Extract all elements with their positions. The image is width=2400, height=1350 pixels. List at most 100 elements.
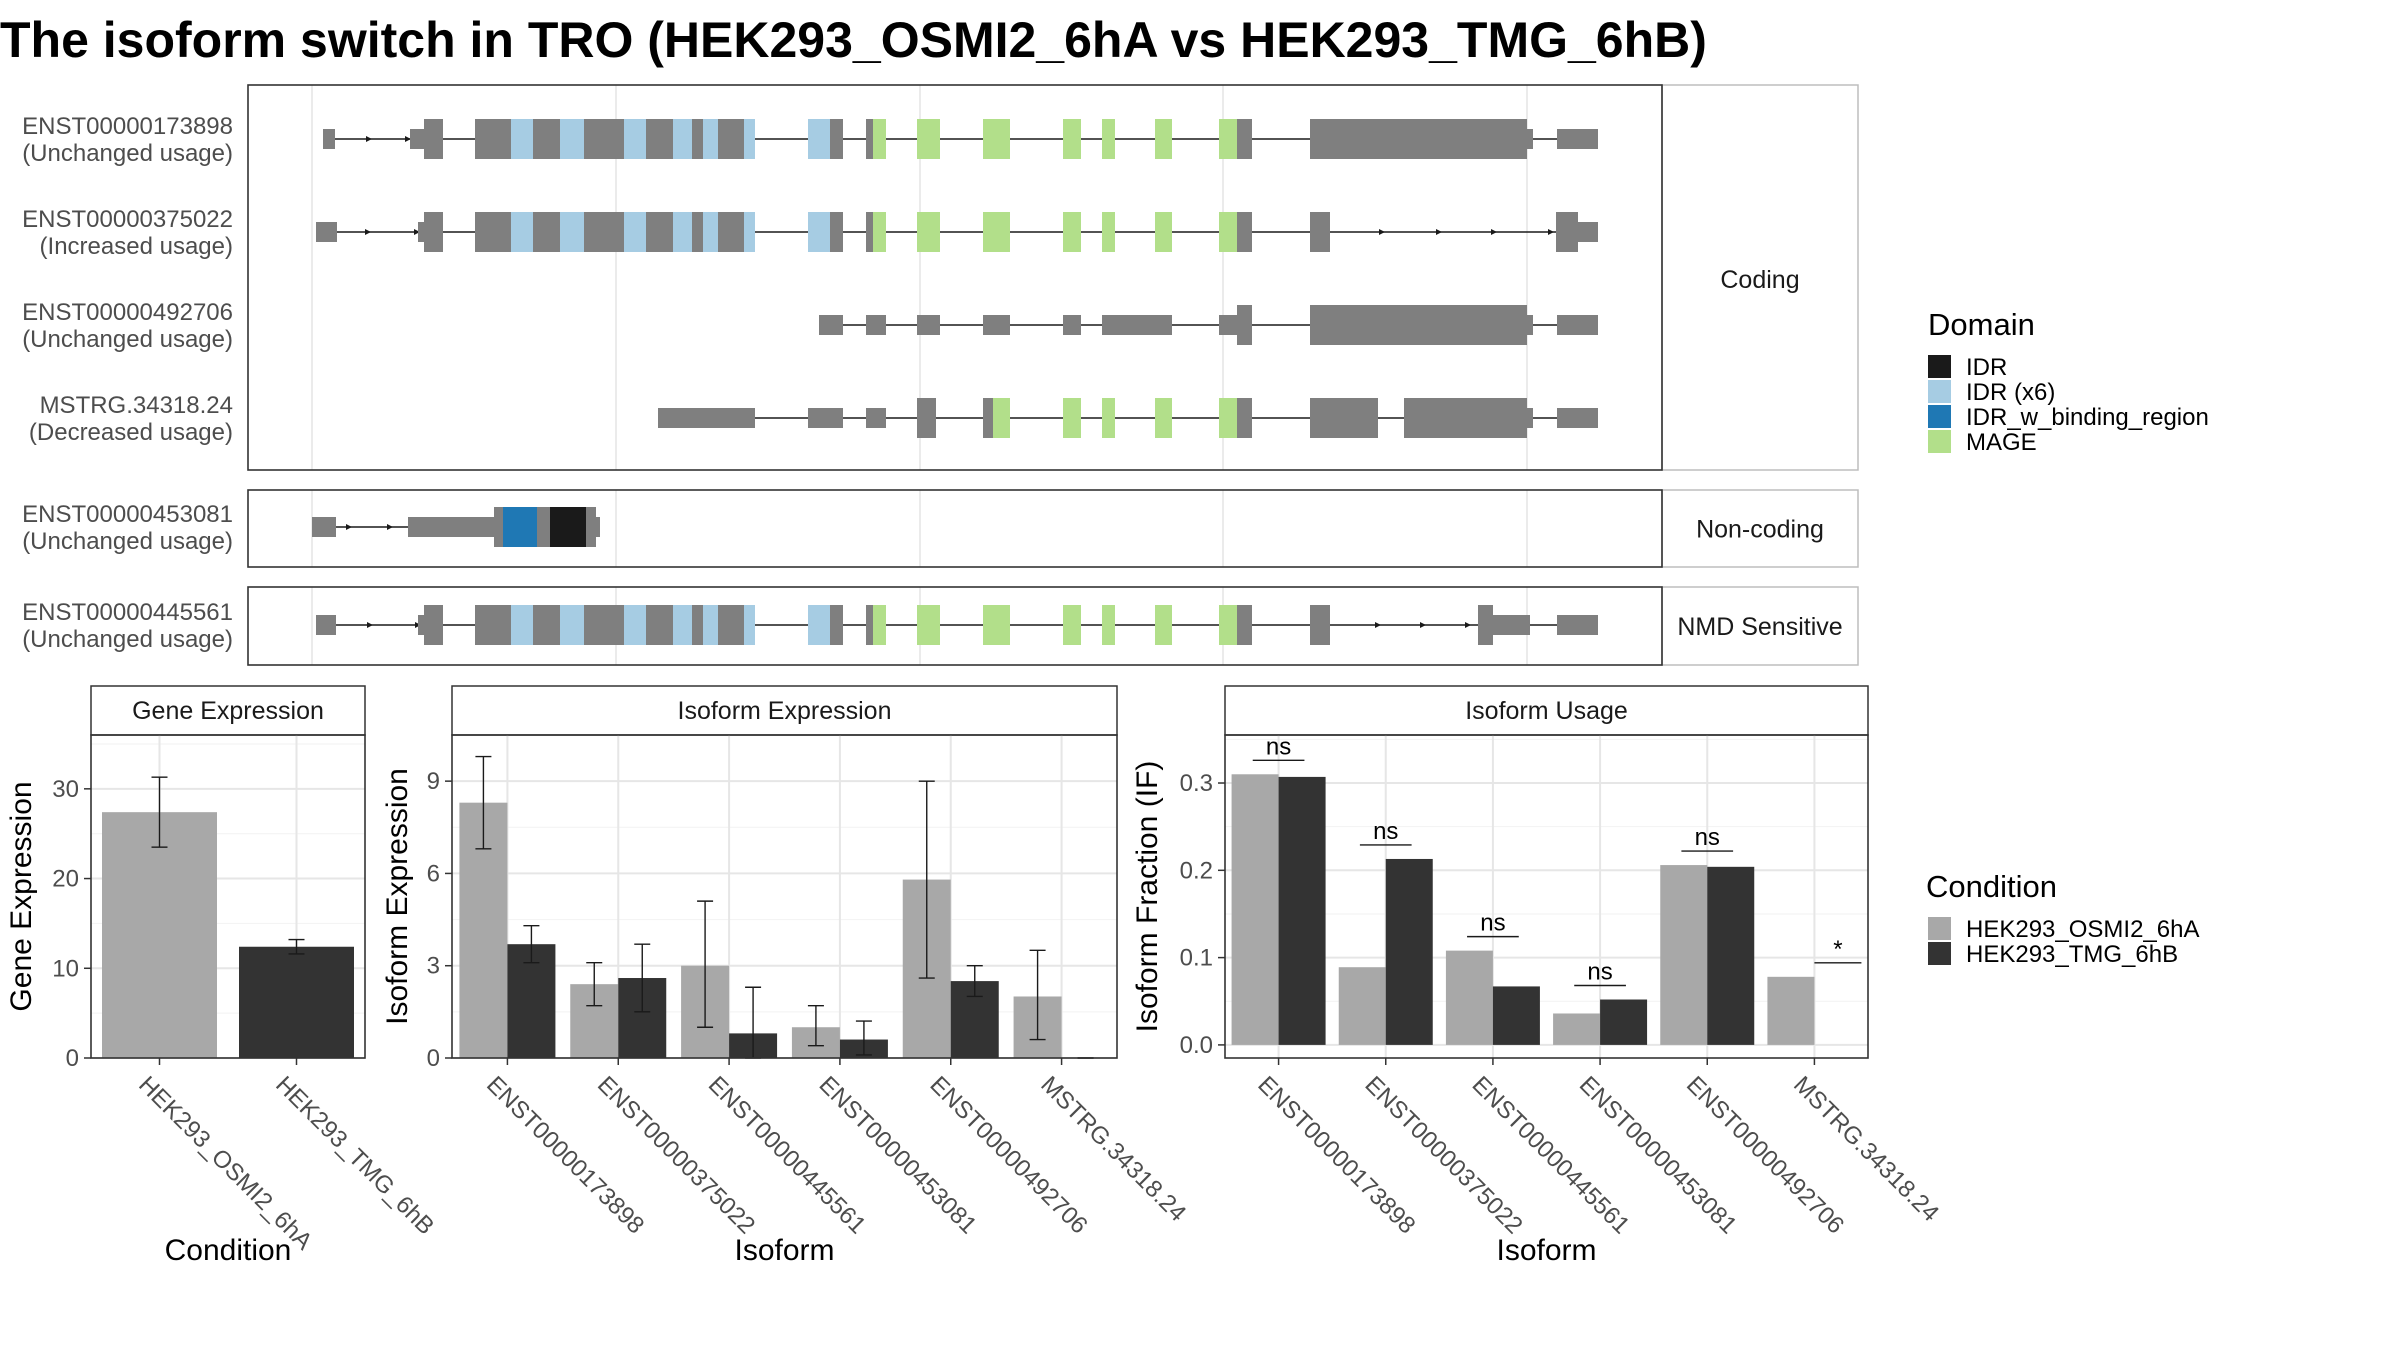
intron-direction-arrow xyxy=(367,622,373,628)
y-tick-label: 3 xyxy=(427,953,440,980)
intron-direction-arrow xyxy=(346,524,352,530)
exon-block xyxy=(744,212,755,252)
transcript-usage-label: (Decreased usage) xyxy=(29,419,233,446)
condition-legend-swatch xyxy=(1928,942,1951,965)
structure-panel-bg xyxy=(248,587,1662,665)
intron-direction-arrow xyxy=(405,136,411,142)
exon-block xyxy=(873,605,886,645)
structure-group-label: NMD Sensitive xyxy=(1677,613,1842,641)
exon-block xyxy=(1063,315,1081,335)
exon-block xyxy=(646,605,673,645)
exon-block xyxy=(1102,605,1115,645)
exon-block xyxy=(624,605,646,645)
significance-label: ns xyxy=(1480,910,1505,937)
exon-block xyxy=(1557,315,1598,335)
exon-block xyxy=(586,507,596,547)
transcript-id-label: ENST00000173898 xyxy=(22,113,233,140)
intron-direction-arrow xyxy=(366,136,372,142)
bar xyxy=(1660,865,1708,1045)
intron-direction-arrow xyxy=(365,229,371,235)
exon-block xyxy=(1219,398,1237,438)
exon-block xyxy=(1237,119,1252,159)
exon-block xyxy=(624,119,646,159)
exon-block xyxy=(1219,315,1237,335)
exon-block xyxy=(323,129,335,149)
exon-block xyxy=(830,119,843,159)
chart-panel-border xyxy=(90,734,366,1059)
chart-panel-border xyxy=(1224,734,1869,1059)
exon-block xyxy=(560,119,584,159)
bar xyxy=(1231,774,1279,1045)
figure-title: The isoform switch in TRO (HEK293_OSMI2_… xyxy=(0,12,1707,68)
y-tick-label: 9 xyxy=(427,768,440,795)
domain-legend-label: IDR xyxy=(1966,354,2007,381)
exon-block xyxy=(1063,605,1081,645)
exon-block xyxy=(819,315,843,335)
intron-direction-arrow xyxy=(1379,229,1385,235)
exon-block xyxy=(475,605,511,645)
exon-block xyxy=(584,212,624,252)
exon-block xyxy=(560,212,584,252)
exon-block xyxy=(830,212,843,252)
transcript-usage-label: (Unchanged usage) xyxy=(22,326,233,353)
bar xyxy=(1600,999,1648,1045)
exon-block xyxy=(866,212,873,252)
exon-block xyxy=(658,408,755,428)
exon-block xyxy=(1310,398,1378,438)
exon-block xyxy=(316,615,336,635)
exon-block xyxy=(511,119,533,159)
exon-block xyxy=(808,212,830,252)
chart-panel-border xyxy=(451,734,1118,1059)
gene-expression-chart: Gene Expression0102030HEK293_OSMI2_6hAHE… xyxy=(5,685,439,1267)
exon-block xyxy=(418,222,424,242)
domain-legend-label: IDR (x6) xyxy=(1966,379,2055,406)
y-tick-label: 0.3 xyxy=(1180,770,1213,797)
exon-block xyxy=(983,605,1010,645)
exon-block xyxy=(1155,212,1172,252)
exon-block xyxy=(511,605,533,645)
intron-direction-arrow xyxy=(1436,229,1442,235)
domain-legend-swatch xyxy=(1928,430,1951,453)
exon-block xyxy=(718,119,744,159)
exon-block xyxy=(1310,212,1330,252)
transcript-id-label: ENST00000375022 xyxy=(22,206,233,233)
exon-block xyxy=(1237,398,1252,438)
exon-block xyxy=(718,212,744,252)
exon-block xyxy=(533,119,560,159)
exon-block xyxy=(866,315,886,335)
exon-block xyxy=(744,119,755,159)
domain-legend-title: Domain xyxy=(1928,307,2035,342)
exon-block xyxy=(1527,129,1533,149)
exon-block xyxy=(511,212,533,252)
exon-block xyxy=(1237,605,1252,645)
exon-block xyxy=(1063,212,1081,252)
exon-block xyxy=(1310,119,1527,159)
exon-block xyxy=(673,212,692,252)
bar xyxy=(1338,967,1386,1045)
exon-block xyxy=(808,408,843,428)
intron-direction-arrow xyxy=(1420,622,1426,628)
exon-block xyxy=(983,398,993,438)
exon-block xyxy=(808,605,830,645)
exon-block xyxy=(983,119,1010,159)
exon-block xyxy=(1155,119,1172,159)
y-tick-label: 6 xyxy=(427,860,440,887)
exon-block xyxy=(410,129,424,149)
exon-block xyxy=(1219,119,1237,159)
exon-block xyxy=(424,212,443,252)
condition-legend-label: HEK293_OSMI2_6hA xyxy=(1966,916,2199,943)
exon-block xyxy=(408,517,494,537)
exon-block xyxy=(866,119,873,159)
exon-block xyxy=(692,212,703,252)
bar xyxy=(102,812,217,1058)
exon-block xyxy=(744,605,755,645)
exon-block xyxy=(584,119,624,159)
exon-block xyxy=(1219,212,1237,252)
exon-block xyxy=(1404,398,1527,438)
exon-block xyxy=(503,507,537,547)
exon-block xyxy=(1493,615,1530,635)
exon-block xyxy=(475,212,511,252)
exon-block xyxy=(533,605,560,645)
bar xyxy=(1707,866,1755,1045)
exon-block xyxy=(692,119,703,159)
